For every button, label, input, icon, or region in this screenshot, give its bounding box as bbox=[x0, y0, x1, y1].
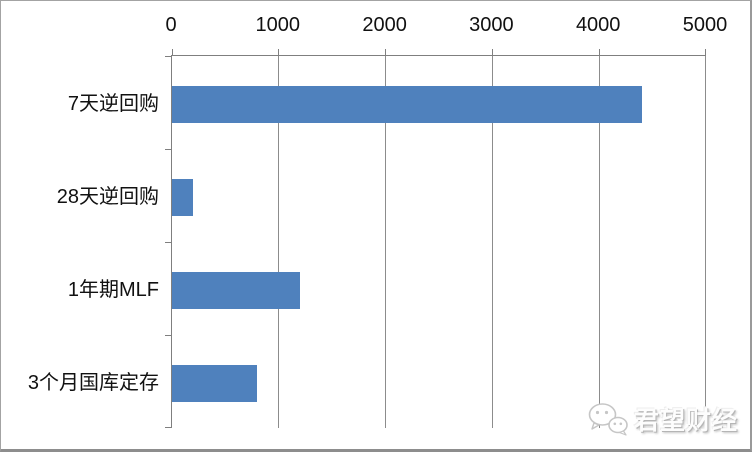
x-axis-tick bbox=[491, 49, 493, 56]
bar-3个月国库定存 bbox=[172, 365, 258, 402]
gridline bbox=[385, 56, 387, 428]
gridline bbox=[705, 56, 706, 428]
x-axis-tick-label: 1000 bbox=[255, 14, 301, 36]
plot-area bbox=[165, 49, 706, 428]
x-axis-tick-label: 3000 bbox=[469, 14, 514, 36]
x-axis-tick bbox=[385, 49, 387, 56]
bar-28天逆回购 bbox=[172, 179, 194, 216]
gridline bbox=[278, 56, 280, 428]
category-label: 1年期MLF bbox=[67, 278, 159, 301]
gridline bbox=[598, 56, 600, 428]
y-axis-tick bbox=[165, 56, 172, 57]
y-axis-tick bbox=[165, 334, 172, 336]
x-axis-tick-label: 2000 bbox=[362, 14, 407, 36]
x-axis-tick-label: 4000 bbox=[575, 14, 621, 36]
x-axis-tick bbox=[598, 49, 600, 56]
y-axis-tick bbox=[165, 427, 172, 428]
category-label: 28天逆回购 bbox=[56, 185, 159, 208]
bar-1年期MLF bbox=[172, 272, 301, 309]
wechat-icon bbox=[588, 403, 628, 436]
watermark: 君望财经 bbox=[587, 401, 738, 437]
bar-7天逆回购 bbox=[172, 86, 642, 123]
category-label: 3个月国库定存 bbox=[27, 371, 159, 394]
x-axis-tick bbox=[705, 49, 706, 56]
x-axis-tick-label: 0 bbox=[165, 14, 177, 36]
gridline bbox=[491, 56, 493, 428]
x-axis-tick bbox=[172, 49, 173, 56]
x-axis-tick-label: 5000 bbox=[682, 14, 728, 36]
watermark-text: 君望财经 bbox=[633, 407, 738, 435]
category-label: 7天逆回购 bbox=[67, 92, 159, 115]
x-axis-tick bbox=[278, 49, 280, 56]
y-axis-tick bbox=[165, 148, 172, 150]
y-axis-tick bbox=[165, 241, 172, 243]
